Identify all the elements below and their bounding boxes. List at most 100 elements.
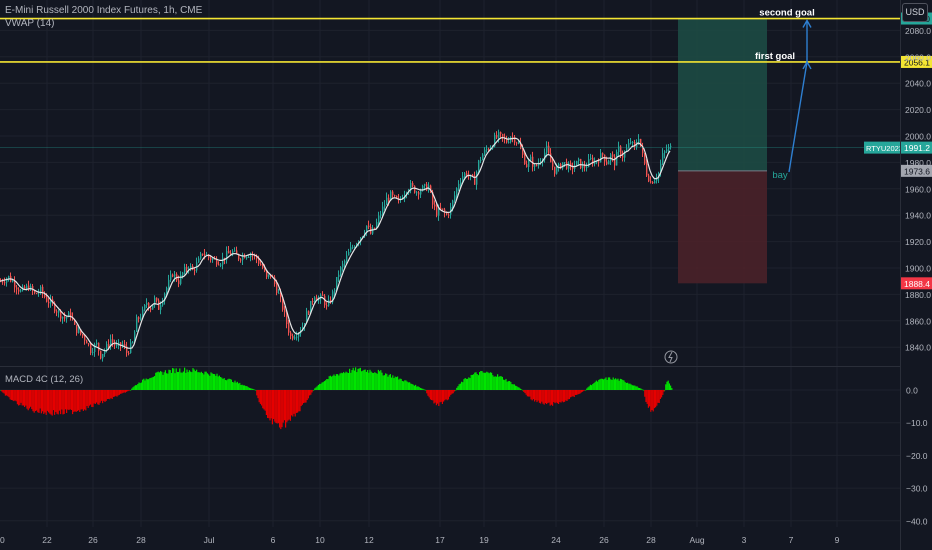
entry-price-text: 1973.6 [904,166,930,176]
macd-bar [7,390,9,397]
macd-bar [621,379,623,390]
candle-body [162,300,164,306]
macd-bar [397,376,399,390]
macd-bar [222,378,224,390]
time-tick-label: 7 [789,535,794,545]
time-tick-label: 22 [42,535,52,545]
macd-bar [517,387,519,390]
candle-body [92,351,94,353]
candle-body [184,266,186,273]
macd-bar [193,369,195,390]
candle-body [368,225,370,228]
macd-bar [580,390,582,393]
macd-bar [197,372,199,390]
indicator-label[interactable]: VWAP (14) [5,18,55,29]
macd-bar [24,390,26,407]
macd-bar [346,372,348,390]
macd-bar [358,368,360,390]
candle-body [584,165,586,168]
candle-body [152,304,154,310]
candle-body [514,137,516,143]
macd-bar [22,390,24,406]
macd-bar [381,372,383,390]
macd-bar [34,390,36,412]
candle-body [412,182,414,186]
macd-bar [136,385,138,390]
time-tick-label: 26 [599,535,609,545]
macd-bar [258,390,260,403]
macd-bar [423,389,425,390]
macd-bar [499,376,501,390]
macd-bar [81,390,83,410]
candle-body [510,137,512,142]
macd-bar [522,390,524,391]
candle-body [80,329,82,335]
macd-bar [601,378,603,390]
macd-bar [152,376,154,390]
macd-bar [87,390,89,408]
macd-bar [43,390,45,414]
macd-bar [583,390,585,391]
candle-body [164,293,166,301]
macd-bar [200,371,202,390]
macd-bar [658,390,660,404]
macd-bar [606,379,608,390]
currency-button[interactable]: USD [902,3,928,22]
macd-bar [226,380,228,390]
macd-bar [270,390,272,419]
macd-bar [477,375,479,390]
candle-body [218,264,220,266]
macd-bar [98,390,100,405]
macd-bar [468,377,470,390]
macd-bar [102,390,104,404]
macd-bar [36,390,38,411]
macd-bar [528,390,530,397]
macd-bar [160,371,162,390]
macd-bar [664,390,666,391]
price-axis[interactable]: 1840.0 1860.0 1880.0 1900.0 1920.0 1940.0 1960… [905,26,931,353]
macd-bar [419,387,421,390]
macd-bar [523,390,525,392]
macd-bar [262,390,264,409]
price-tick-label: 2020.0 [905,105,931,115]
candle-body [608,160,610,165]
macd-bar [385,373,387,390]
macd-bar [15,390,17,402]
candle-body [580,158,582,169]
chart-title[interactable]: E-Mini Russell 2000 Index Futures, 1h, C… [5,5,203,16]
replay-icon[interactable] [664,350,678,364]
candle-body [652,182,654,184]
macd-bar [295,390,297,413]
macd-bar [572,390,574,397]
macd-bar [253,389,255,390]
macd-bar [579,390,581,394]
macd-bar [287,390,289,421]
macd-bar [444,390,446,401]
macd-bar [331,376,333,390]
macd-bar [410,383,412,390]
macd-bar [594,381,596,390]
candle-body [438,207,440,216]
candle-body [654,180,656,184]
macd-bar [162,374,164,390]
macd-bar [66,390,68,414]
time-tick-label: Jul [204,535,215,545]
macd-bar [282,390,284,423]
time-axis[interactable]: 20 22 26 28 Jul 6 10 12 17 19 24 26 28 Aug 3 7 9 [0,535,840,545]
macd-bar [209,375,211,390]
macd-bar [8,390,10,398]
macd-bar [273,390,275,419]
candle-body [78,329,80,333]
macd-bar [320,383,322,390]
macd-bar [600,378,602,390]
macd-bar [501,376,503,390]
macd-bar [72,390,74,415]
macd-bar [552,390,554,406]
candle-body [38,292,40,294]
candle-body [246,257,248,259]
candle-body [64,316,66,319]
macd-bar [446,390,448,401]
macd-bar [313,390,315,391]
macd-bar [525,390,527,395]
